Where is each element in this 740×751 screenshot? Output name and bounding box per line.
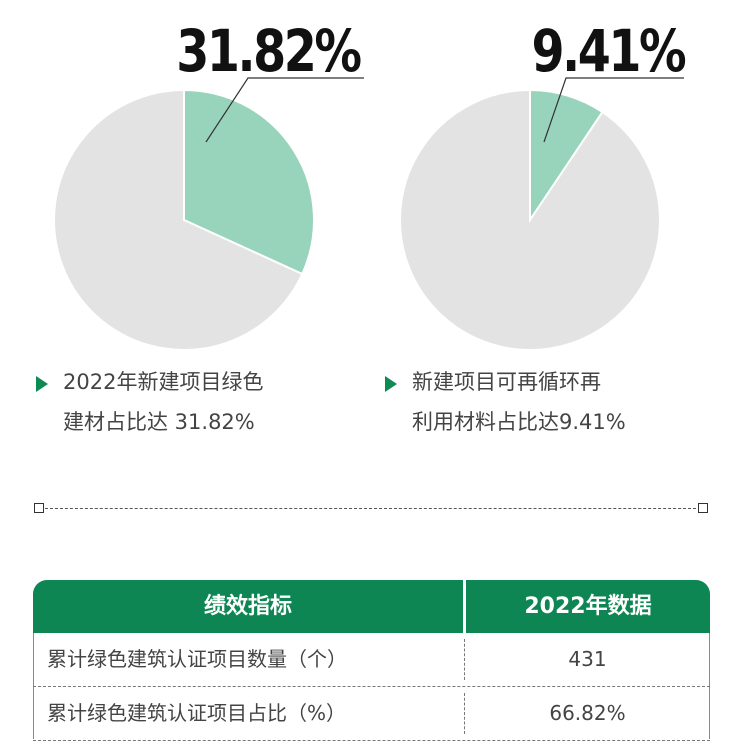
header-separator (463, 580, 466, 633)
caption-line: 新建项目可再循环再 (412, 370, 601, 394)
table-header: 绩效指标 2022年数据 (33, 580, 710, 633)
caption-line: 建材占比达 31.82% (63, 410, 255, 434)
pie-slice-rest (53, 88, 304, 351)
pie-slice-rest (399, 88, 661, 351)
pie-left-caption: 2022年新建项目绿色 建材占比达 31.82% (36, 362, 263, 442)
pie-chart-right: 9.41% 新建项目可再循环再 利用材料占比达9.41% (370, 0, 740, 460)
triangle-bullet-icon (36, 376, 48, 392)
header-indicator: 绩效指标 (203, 594, 292, 619)
header-2022-data: 2022年数据 (524, 594, 652, 619)
pie-chart-left: 31.82% 2022年新建项目绿色 建材占比达 31.82% (0, 0, 370, 460)
row-indicator: 累计绿色建筑认证项目占比（%） (47, 701, 347, 725)
dashed-divider (40, 508, 706, 509)
caption-line: 利用材料占比达9.41% (412, 410, 626, 434)
pie-right-callout: 9.41% (531, 17, 686, 85)
divider-corner-right (698, 503, 708, 513)
table-row: 累计绿色建筑认证项目占比（%） 66.82% (33, 687, 710, 741)
table-row: 累计绿色建筑认证项目数量（个） 431 (33, 633, 710, 687)
pie-left-svg (53, 77, 364, 351)
cell-separator (464, 693, 465, 734)
divider-corner-left (34, 503, 44, 513)
pie-slice-highlight (529, 88, 604, 224)
cell-separator (464, 639, 465, 680)
caption-line: 2022年新建项目绿色 (63, 370, 264, 394)
row-value: 66.82% (549, 701, 626, 725)
performance-table: 绩效指标 2022年数据 累计绿色建筑认证项目数量（个） 431 累计绿色建筑认… (33, 580, 710, 741)
row-indicator: 累计绿色建筑认证项目数量（个） (47, 647, 347, 671)
callout-leader-line (205, 77, 364, 143)
triangle-bullet-icon (385, 376, 397, 392)
pie-slice-highlight (183, 88, 315, 276)
pie-left-callout: 31.82% (176, 17, 363, 85)
pie-right-caption: 新建项目可再循环再 利用材料占比达9.41% (385, 362, 626, 442)
callout-leader-line (543, 77, 684, 143)
pie-right-svg (399, 77, 684, 351)
row-value: 431 (568, 647, 607, 671)
